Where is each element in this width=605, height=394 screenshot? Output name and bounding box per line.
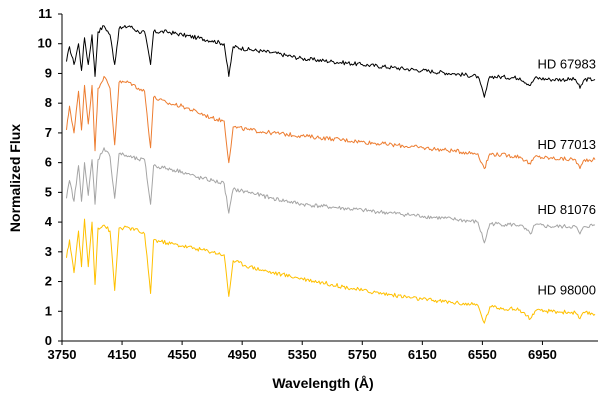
y-tick-label: 10 xyxy=(38,36,52,51)
axes-layer: 0 1 2 3 4 5 6 7 8 9 10 11 3750 4150 4550 4950 5350 5750 61… xyxy=(38,6,598,362)
series-layer xyxy=(66,25,596,324)
y-tick-label: 0 xyxy=(45,333,52,348)
series-label: HD 67983 xyxy=(537,57,596,72)
series-line xyxy=(66,25,596,98)
x-tick-label: 3750 xyxy=(48,347,77,362)
x-tick-label: 4550 xyxy=(168,347,197,362)
series-line xyxy=(66,147,596,244)
series-labels: HD 67983 HD 77013 HD 81076 HD 98000 xyxy=(537,57,596,298)
y-axis-title: Normalized Flux xyxy=(7,124,23,232)
x-tick-label: 6950 xyxy=(528,347,557,362)
y-tick-label: 9 xyxy=(45,65,52,80)
y-tick-label: 2 xyxy=(45,274,52,289)
series-label: HD 77013 xyxy=(537,137,596,152)
x-tick-label: 6550 xyxy=(468,347,497,362)
x-tick-label: 4150 xyxy=(108,347,137,362)
series-line xyxy=(66,218,596,324)
x-tick-label: 6150 xyxy=(408,347,437,362)
x-axis-title: Wavelength (Å) xyxy=(272,375,373,391)
x-tick-label: 5350 xyxy=(288,347,317,362)
y-tick-label: 6 xyxy=(45,155,52,170)
y-tick-label: 4 xyxy=(45,214,53,229)
series-label: HD 81076 xyxy=(537,202,596,217)
y-tick-label: 11 xyxy=(38,6,52,21)
y-tick-label: 7 xyxy=(45,125,52,140)
y-tick-label: 8 xyxy=(45,95,52,110)
y-tick-label: 1 xyxy=(45,303,52,318)
x-tick-label: 5750 xyxy=(348,347,377,362)
series-label: HD 98000 xyxy=(537,282,596,297)
series-line xyxy=(66,75,596,170)
y-tick-label: 3 xyxy=(45,244,52,259)
x-tick-label: 4950 xyxy=(228,347,257,362)
y-tick-label: 5 xyxy=(45,184,52,199)
